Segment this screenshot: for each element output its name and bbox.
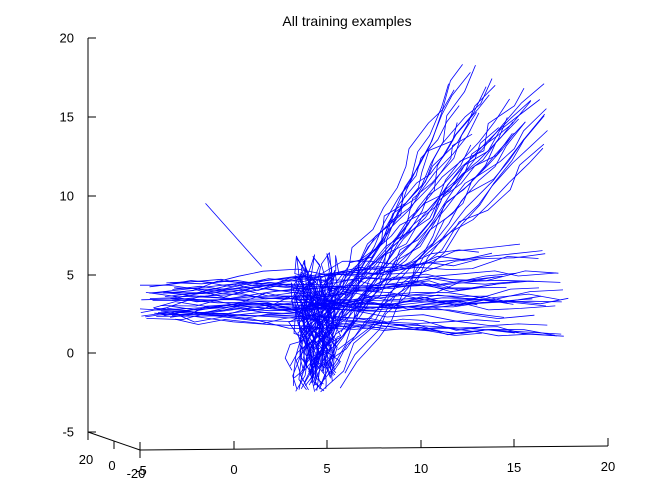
trajectory-line [321,253,342,375]
y-axis: 20 15 10 5 0 -5 [60,30,96,439]
trajectory-line [149,272,517,299]
x-axis: -5 0 5 10 15 20 [135,438,615,478]
trajectory-line [145,312,515,336]
trajectory-line [171,297,569,316]
trajectory-line [302,254,321,381]
y-tick-label: 20 [60,30,74,45]
trajectory-line [304,98,510,349]
trajectory-line [312,121,514,353]
chart-title: All training examples [282,13,411,29]
z-axis: 20 0 -20 [79,431,146,481]
trajectory-line [344,121,526,374]
trajectory-line [305,83,545,347]
y-ticks [88,37,96,433]
x-tick-label: -5 [135,463,147,478]
x-tick-label: 15 [507,460,521,475]
y-tick-label: 10 [60,188,74,203]
trajectory-line [299,100,532,344]
trajectory-line [320,113,546,393]
trajectory-series [139,64,569,393]
trajectory-line [314,118,519,391]
trajectory-line [312,72,471,361]
y-tick-label: 15 [60,109,74,124]
trajectory-line [139,308,562,335]
trajectory-line [152,299,535,320]
trajectory-line [309,252,333,390]
trajectory-line [341,121,526,318]
trajectory-line [205,203,262,267]
trajectory-line [151,300,484,311]
trajectory-line [304,112,477,383]
x-tick-label: 20 [601,459,615,474]
trajectory-line [339,115,545,389]
trajectory-line [337,130,548,351]
trajectory-line [331,117,508,354]
trajectory-line [300,282,317,386]
x-tick-label: 5 [323,461,330,476]
z-tick-label: 20 [79,452,93,467]
trajectory-line [313,86,487,387]
trajectory-line [343,88,525,317]
x-tick-label: 0 [230,462,237,477]
trajectory-line [330,105,460,315]
trajectory-line [170,289,564,318]
trajectory-line [340,108,547,333]
z-tick-label: -20 [127,466,146,481]
trajectory-line [325,122,458,320]
trajectory-line [325,85,496,314]
trajectory-line [173,311,534,337]
trajectory-line [293,273,317,386]
trajectory-line [149,250,543,294]
y-tick-label: -5 [62,424,74,439]
y-tick-label: 5 [67,267,74,282]
z-tick-label: 0 [108,458,115,473]
trajectory-line [310,256,333,373]
trajectory-line [160,297,533,307]
trajectory-line [320,64,463,311]
trajectory-line [304,143,545,387]
x-tick-label: 10 [414,461,428,476]
y-tick-label: 0 [67,345,74,360]
x-axis-line [139,445,609,451]
